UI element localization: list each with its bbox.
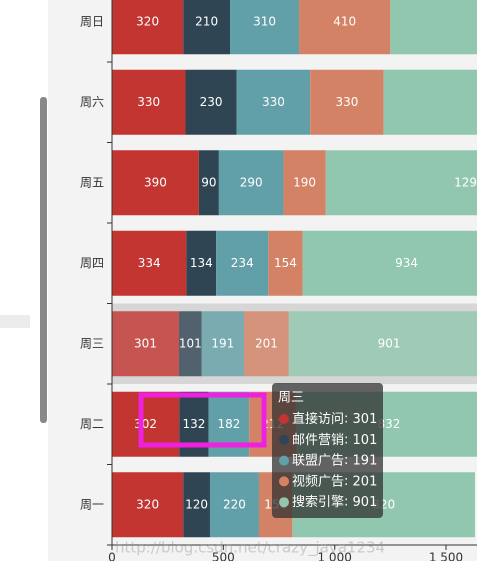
bar	[185, 69, 237, 135]
tooltip-value: 301	[353, 412, 378, 427]
left-strip	[0, 315, 30, 328]
data-label: 390	[144, 175, 167, 189]
highlight-box	[138, 392, 267, 448]
plot: 3201202201508203021321822128323011011912…	[80, 0, 477, 561]
data-label: 1290	[454, 175, 477, 189]
data-label: 301	[134, 336, 157, 350]
tooltip-entry: 联盟广告: 191	[292, 453, 377, 468]
data-label: 410	[333, 14, 356, 28]
y-tick-label: 周二	[80, 417, 104, 431]
bar	[209, 472, 259, 538]
x-tick-label: 0	[108, 551, 116, 561]
tooltip-box	[272, 383, 383, 518]
data-label: 220	[223, 497, 246, 511]
data-label: 302	[134, 417, 157, 431]
tooltip-value: 201	[353, 474, 378, 489]
bar	[179, 311, 202, 377]
bar	[310, 69, 384, 135]
data-label: 190	[293, 175, 316, 189]
data-label: 132	[182, 417, 205, 431]
bar	[383, 69, 477, 135]
data-label: 191	[211, 336, 234, 350]
data-label: 934	[395, 256, 418, 270]
tooltip-name: 视频广告	[292, 474, 344, 489]
x-tick-label: 1 500	[429, 551, 463, 561]
data-label: 320	[136, 14, 159, 28]
bar	[390, 0, 477, 55]
data-label: 832	[378, 417, 401, 431]
bar	[183, 472, 210, 538]
bar	[218, 150, 284, 216]
tooltip-swatch	[279, 455, 289, 466]
bar	[268, 230, 303, 296]
bar	[112, 150, 199, 216]
data-label: 330	[335, 95, 358, 109]
x-tick-label: 1 000	[317, 551, 351, 561]
x-tick-label: 500	[212, 551, 235, 561]
data-label: 901	[378, 336, 401, 350]
y-tick-label: 周三	[80, 336, 104, 350]
data-label: 210	[195, 14, 218, 28]
data-label: 120	[185, 497, 208, 511]
scrollbar[interactable]	[40, 97, 47, 423]
bar	[112, 472, 184, 538]
tooltip-swatch	[279, 434, 289, 445]
tooltip-name: 联盟广告	[292, 453, 344, 468]
y-tick-label: 周六	[80, 95, 104, 109]
data-label: 334	[138, 256, 161, 270]
data-label: 290	[240, 175, 263, 189]
data-label: 330	[137, 95, 160, 109]
tooltip-swatch	[279, 476, 289, 487]
bar	[112, 311, 180, 377]
y-tick-label: 周四	[80, 256, 104, 270]
data-label: 101	[179, 336, 202, 350]
bar	[236, 69, 311, 135]
tooltip-swatch	[279, 414, 289, 424]
bar	[325, 150, 477, 216]
data-label: 154	[274, 256, 297, 270]
tooltip-name: 搜索引擎	[292, 495, 344, 510]
bar	[186, 230, 217, 296]
tooltip-entry: 搜索引擎: 901	[292, 495, 377, 510]
tooltip-name: 直接访问	[292, 411, 344, 427]
tooltip-value: 191	[353, 453, 378, 468]
bar	[288, 311, 477, 377]
tooltip-swatch	[279, 497, 289, 508]
data-label: 320	[136, 497, 159, 511]
bar	[112, 230, 187, 296]
data-label: 234	[231, 256, 254, 270]
bar	[112, 0, 184, 55]
bar	[216, 230, 269, 296]
bar	[244, 311, 289, 377]
bar	[198, 150, 219, 216]
data-label: 330	[262, 95, 285, 109]
bar	[201, 311, 245, 377]
y-tick-label: 周日	[80, 14, 104, 28]
data-label: 182	[217, 417, 240, 431]
bar	[283, 150, 326, 216]
y-tick-label: 周一	[80, 497, 104, 511]
bar	[230, 0, 300, 55]
tooltip-entry: 视频广告: 201	[292, 474, 377, 489]
data-label: 90	[201, 175, 216, 189]
y-tick-label: 周五	[80, 175, 104, 189]
watermark: http://blog.csdn.net/crazy_java1234	[115, 539, 385, 558]
tooltip-value: 101	[353, 432, 378, 447]
data-label: 201	[255, 336, 278, 350]
tooltip-value: 901	[353, 495, 378, 510]
tooltip-entry: 邮件营销: 101	[292, 432, 377, 447]
bar	[183, 0, 231, 55]
data-label: 310	[253, 14, 276, 28]
tooltip-title: 周三	[278, 391, 304, 406]
data-label: 230	[200, 95, 223, 109]
bar	[299, 0, 391, 55]
data-label: 134	[190, 256, 213, 270]
bar	[112, 69, 186, 135]
bar	[302, 230, 477, 296]
tooltip-entry: 直接访问: 301	[292, 411, 377, 427]
tooltip-name: 邮件营销	[292, 432, 344, 447]
